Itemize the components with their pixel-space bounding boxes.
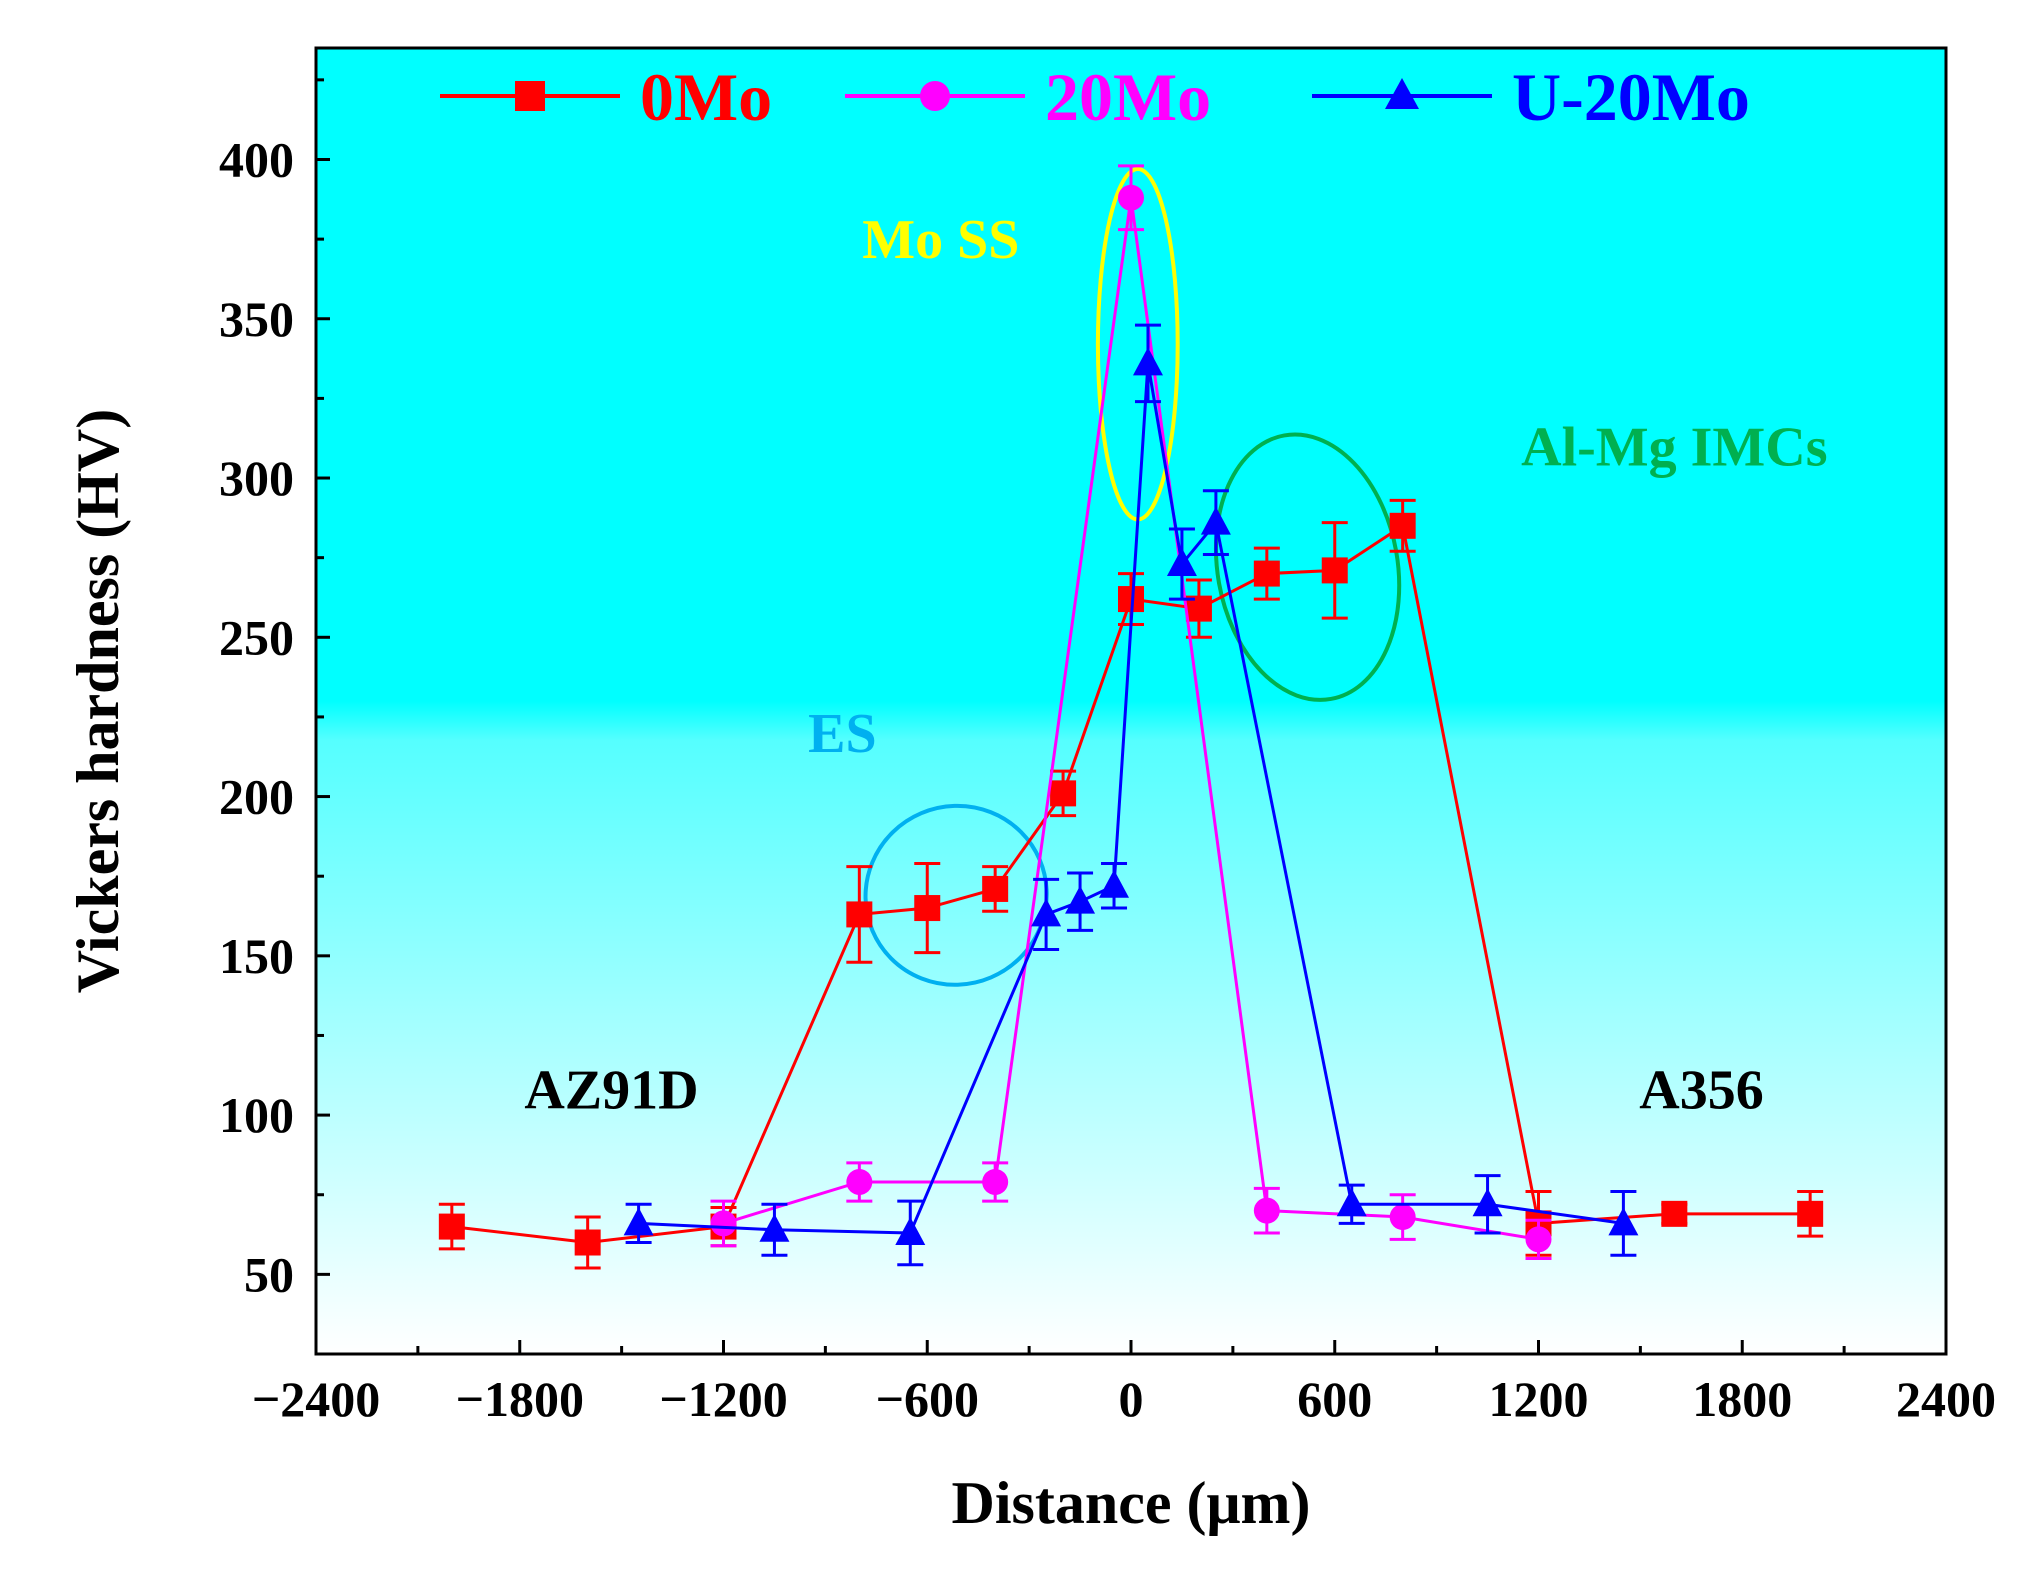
annotation-label: AZ91D (524, 1060, 698, 1122)
data-point-square (1253, 560, 1280, 587)
data-point-circle (710, 1210, 737, 1237)
plot-background (316, 48, 1946, 1354)
data-point-square (1050, 780, 1077, 807)
y-tick-label: 150 (219, 928, 294, 984)
x-tick-label: −2400 (252, 1371, 381, 1427)
y-tick-label: 50 (244, 1246, 294, 1302)
data-series (438, 164, 1824, 1270)
x-tick-label: −1200 (659, 1371, 788, 1427)
data-point-square (1797, 1200, 1824, 1227)
x-tick-label: 600 (1297, 1371, 1372, 1427)
data-point-triangle (1132, 347, 1163, 376)
x-tick-label: 1200 (1489, 1371, 1589, 1427)
y-axis: 50 100 150 200 250 300 350 400 (219, 78, 330, 1356)
y-tick-label: 250 (219, 609, 294, 665)
legend-item-20mo: 20Mo (845, 59, 1211, 135)
data-point-triangle (623, 1207, 654, 1236)
data-point-triangle (895, 1216, 926, 1245)
data-point-triangle (1031, 898, 1062, 927)
annotation-label: Al-Mg IMCs (1521, 416, 1827, 478)
data-point-circle (1253, 1197, 1280, 1224)
data-point-square (1321, 557, 1348, 584)
x-tick-label: −600 (876, 1371, 980, 1427)
x-axis: −2400 −1800 −1200 −600 0 600 1200 1800 2400 (252, 1340, 1996, 1427)
annotation-label: A356 (1639, 1060, 1763, 1122)
data-point-square (914, 895, 941, 922)
y-tick-label: 200 (219, 769, 294, 825)
data-point-square (1661, 1200, 1688, 1227)
x-axis-title: Distance (μm) (952, 1470, 1311, 1536)
data-point-triangle (1099, 869, 1130, 898)
x-tick-label: −1800 (456, 1371, 585, 1427)
annotation-label: Mo SS (862, 209, 1019, 271)
y-tick-label: 400 (219, 131, 294, 187)
y-tick-label: 100 (219, 1087, 294, 1143)
x-tick-label: 0 (1119, 1371, 1144, 1427)
data-point-circle (846, 1168, 873, 1195)
y-tick-label: 350 (219, 291, 294, 347)
legend-item-u-20mo: U-20Mo (1312, 59, 1750, 135)
data-point-circle (982, 1168, 1009, 1195)
annotation-label: ES (808, 703, 877, 765)
legend-item-0mo: 0Mo (440, 59, 772, 135)
series-u-20mo (623, 323, 1639, 1267)
x-tick-label: 2400 (1896, 1371, 1996, 1427)
annotations: Mo SS Al-Mg IMCs ES AZ91D A356 (524, 209, 1827, 1121)
data-point-square (574, 1229, 601, 1256)
data-point-circle (1389, 1204, 1416, 1231)
series-line (638, 363, 1624, 1235)
data-point-triangle (1200, 506, 1231, 535)
data-point-square (846, 901, 873, 928)
y-axis-title: Vickers hardness (HV) (65, 409, 131, 993)
data-point-triangle (1336, 1188, 1367, 1217)
legend-label: 20Mo (1045, 59, 1211, 135)
legend-label: U-20Mo (1512, 59, 1750, 135)
legend-marker-circle (920, 81, 950, 111)
data-point-square (1389, 512, 1416, 539)
data-point-triangle (1166, 548, 1197, 577)
legend-marker-square (515, 81, 545, 111)
x-tick-label: 1800 (1692, 1371, 1792, 1427)
data-point-circle (1118, 184, 1144, 211)
data-point-triangle (1608, 1207, 1639, 1236)
y-tick-label: 300 (219, 450, 294, 506)
data-point-triangle (1472, 1188, 1503, 1217)
legend-label: 0Mo (640, 59, 772, 135)
legend-marker-triangle (1385, 78, 1419, 109)
data-point-triangle (759, 1213, 790, 1242)
data-point-triangle (1065, 885, 1096, 914)
legend: 0Mo 20Mo U-20Mo (440, 59, 1750, 135)
series-0mo (438, 498, 1824, 1270)
data-point-circle (1525, 1226, 1552, 1253)
series-20mo (710, 164, 1552, 1260)
data-point-square (438, 1213, 465, 1240)
data-point-square (982, 875, 1009, 902)
